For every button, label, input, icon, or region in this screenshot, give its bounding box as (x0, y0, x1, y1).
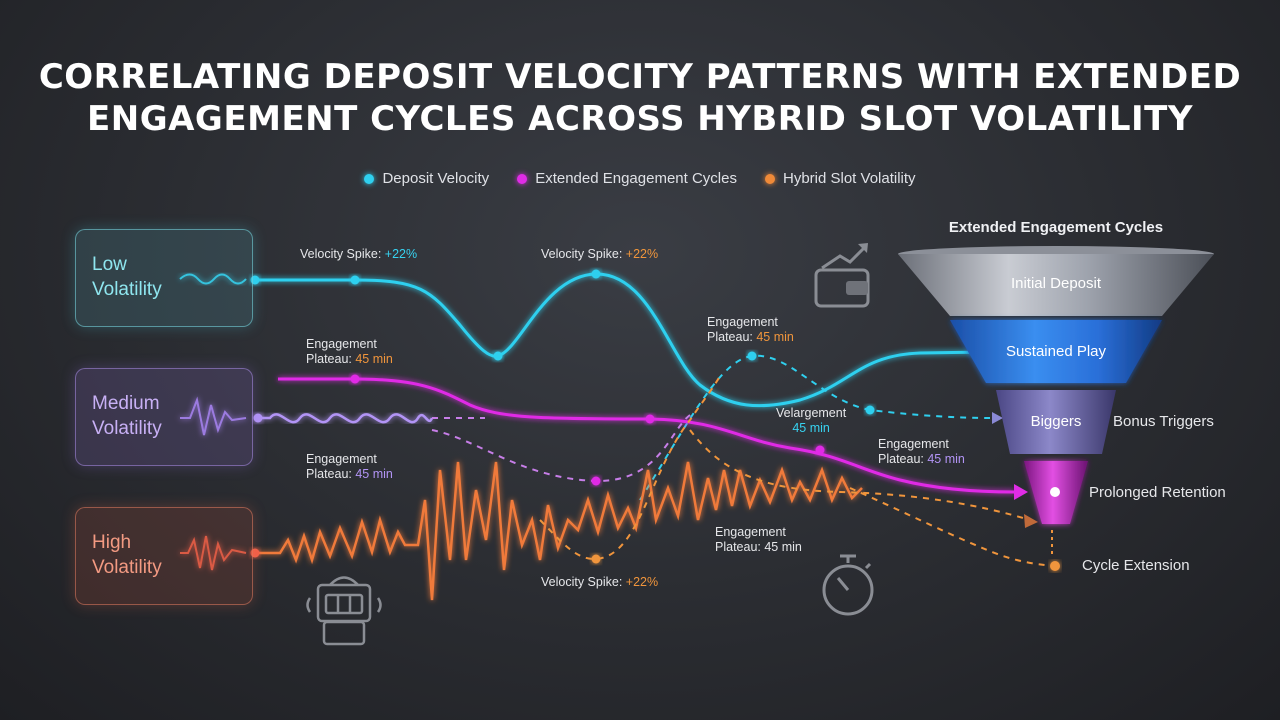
magenta-node (591, 476, 601, 486)
legend-item-slot-volatility: Hybrid Slot Volatility (764, 170, 916, 187)
funnel-stage-label-biggers: Biggers (1030, 413, 1082, 430)
legend-dot-magenta (517, 173, 528, 184)
magenta-node (815, 445, 825, 455)
deposit-velocity-dashed (639, 354, 991, 501)
high-volatility-card: High Volatility (75, 507, 253, 605)
annotation-line: Plateau: (878, 452, 928, 466)
legend-label: Extended Engagement Cycles (535, 170, 737, 187)
legend: Deposit Velocity Extended Engagement Cyc… (0, 170, 1280, 187)
low-volatility-card: Low Volatility (75, 229, 253, 327)
legend-item-engagement-cycles: Extended Engagement Cycles (517, 170, 737, 187)
annotation-line: Engagement (306, 452, 377, 466)
annotation-value: 45 min (355, 467, 393, 481)
medium-volatility-dashed (431, 414, 691, 483)
funnel-stage-biggers (996, 390, 1116, 454)
high-volatility-label-1: High (92, 532, 132, 553)
legend-item-deposit-velocity: Deposit Velocity (364, 170, 489, 187)
medium-volatility-wave (255, 413, 434, 424)
title-line-1: CORRELATING DEPOSIT VELOCITY PATTERNS WI… (38, 57, 1242, 97)
legend-label: Deposit Velocity (382, 170, 490, 187)
legend-label: Hybrid Slot Volatility (782, 170, 916, 187)
legend-dot-orange (764, 173, 775, 184)
engagement-funnel (898, 246, 1214, 524)
title-line-2: ENGAGEMENT CYCLES ACROSS HYBRID SLOT VOL… (87, 99, 1193, 139)
side-label-cycle-extension: Cycle Extension (1082, 557, 1190, 574)
legend-dot-cyan (364, 173, 375, 184)
cyan-node (865, 405, 875, 415)
annotation-line: Engagement (707, 315, 778, 329)
slot-volatility-dashed-2 (689, 429, 1031, 521)
engagement-plateau-annotation-1: Engagement Plateau: 45 min (306, 337, 393, 367)
wallet-growth-icon (814, 243, 870, 308)
slot-machine-icon (306, 576, 382, 646)
annotation-line: Plateau: (707, 330, 757, 344)
cyan-node (591, 269, 601, 279)
annotation-line: Engagement (715, 525, 786, 539)
slot-arrow (1024, 514, 1038, 528)
slot-volatility-dashed-3 (849, 487, 1056, 567)
annotation-text: Velocity Spike: (541, 247, 626, 261)
retention-dot (1050, 487, 1060, 497)
cyan-node (493, 351, 503, 361)
slot-volatility-dashed-1 (539, 375, 721, 561)
annotation-line: Velargement (776, 406, 847, 420)
annotation-text: Velocity Spike: (541, 575, 626, 589)
funnel-stage-sustained (950, 320, 1162, 383)
medium-volatility-card: Medium Volatility (75, 368, 253, 466)
magenta-node (350, 374, 360, 384)
annotation-value: 45 min (764, 540, 802, 554)
funnel-stage-label-initial: Initial Deposit (1010, 275, 1102, 292)
engagement-plateau-annotation-3: Engagement Plateau: 45 min (707, 315, 794, 345)
medium-wave-icon (180, 396, 247, 436)
annotation-line: Engagement (878, 437, 949, 451)
annotation-value: 45 min (756, 330, 794, 344)
annotation-value: +22% (625, 247, 659, 261)
cyan-node (350, 275, 360, 285)
low-wave-icon (179, 273, 247, 285)
high-wave-icon (180, 535, 247, 571)
annotation-line: Plateau: (306, 467, 356, 481)
engagement-plateau-annotation-4: Engagement Plateau: 45 min (878, 437, 965, 467)
page-title: CORRELATING DEPOSIT VELOCITY PATTERNS WI… (0, 56, 1280, 140)
annotation-line: Engagement (306, 337, 377, 351)
orange-node (591, 554, 601, 564)
velocity-spike-annotation-3: Velocity Spike: +22% (541, 575, 658, 590)
high-volatility-label-2: Volatility (92, 557, 162, 578)
low-volatility-label-1: Low (92, 254, 127, 275)
annotation-value: 45 min (355, 352, 393, 366)
deposit-dashed-arrow (992, 412, 1003, 424)
deposit-velocity-line (255, 272, 986, 408)
cycle-extension-node (1050, 561, 1060, 571)
velocity-spike-annotation-1: Velocity Spike: +22% (300, 247, 417, 262)
annotation-value: +22% (384, 247, 418, 261)
magenta-node (645, 414, 655, 424)
side-label-prolonged-retention: Prolonged Retention (1089, 484, 1226, 501)
annotation-value: +22% (625, 575, 659, 589)
engagement-arrow (1014, 484, 1028, 500)
engagement-plateau-annotation-5: Engagement Plateau: 45 min (715, 525, 802, 555)
side-label-bonus-triggers: Bonus Triggers (1113, 413, 1214, 430)
cyan-node (747, 351, 757, 361)
annotation-text: Velocity Spike: (300, 247, 385, 261)
funnel-title: Extended Engagement Cycles (948, 219, 1164, 236)
annotation-value: 45 min (792, 421, 830, 435)
velargement-annotation: Velargement 45 min (776, 406, 846, 436)
annotation-line: Plateau: (306, 352, 356, 366)
medium-volatility-label-1: Medium (92, 393, 160, 414)
funnel-stage-initial (898, 254, 1214, 316)
purple-node (253, 413, 263, 423)
medium-volatility-label-2: Volatility (92, 418, 162, 439)
annotation-line: Plateau: (715, 540, 765, 554)
low-volatility-label-2: Volatility (92, 279, 162, 300)
funnel-stage-label-sustained: Sustained Play (1005, 343, 1107, 360)
stopwatch-icon (822, 554, 874, 616)
velocity-spike-annotation-2: Velocity Spike: +22% (541, 247, 658, 262)
engagement-cycles-line (278, 377, 1016, 494)
engagement-plateau-annotation-2: Engagement Plateau: 45 min (306, 452, 393, 482)
slot-volatility-line (255, 461, 863, 601)
annotation-value: 45 min (927, 452, 965, 466)
